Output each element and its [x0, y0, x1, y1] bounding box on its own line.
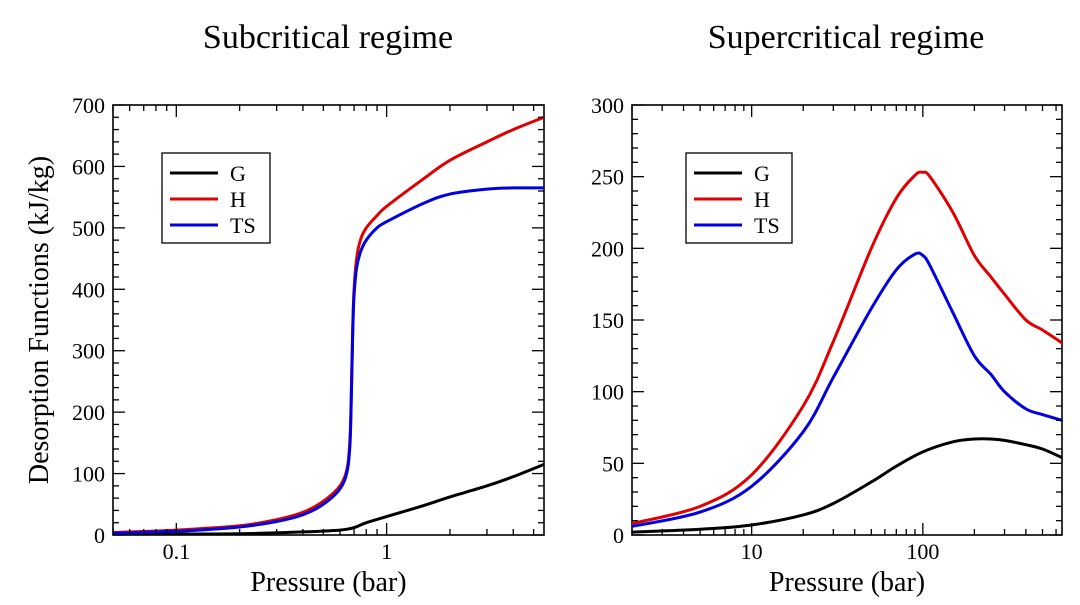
legend-label-h: H — [754, 187, 770, 212]
y-tick-label: 250 — [591, 165, 624, 190]
series-line-ts — [632, 251, 1062, 528]
x-axis-ticks: 10 100 — [631, 105, 1057, 564]
y-tick-label: 300 — [591, 93, 624, 118]
series-line-ts — [113, 186, 544, 535]
y-tick-label: 400 — [72, 277, 105, 302]
legend-label-ts: TS — [754, 213, 780, 238]
x-tick-label: 0.1 — [163, 539, 191, 564]
chart-title: Supercritical regime — [708, 19, 985, 56]
supercritical-panel: Supercritical regime 10 100 0 50 100 150 200 250… — [591, 19, 1063, 598]
x-tick-label: 1 — [381, 539, 392, 564]
x-axis-label: Pressure (bar) — [250, 567, 406, 598]
y-axis-ticks: 0 50 100 150 200 250 300 — [591, 93, 1062, 548]
legend-label-h: H — [230, 187, 246, 212]
x-tick-label: 100 — [906, 539, 939, 564]
plot-frame — [112, 104, 545, 536]
y-tick-label: 150 — [591, 308, 624, 333]
legend-label-g: G — [230, 161, 246, 186]
legend-label-ts: TS — [230, 213, 256, 238]
x-axis-label: Pressure (bar) — [769, 567, 925, 598]
chart-title: Subcritical regime — [203, 19, 453, 56]
y-axis-label: Desorption Functions (kJ/kg) — [24, 156, 55, 484]
y-tick-label: 600 — [72, 154, 105, 179]
y-tick-label: 200 — [72, 400, 105, 425]
y-axis-ticks: 0 100 200 300 400 500 600 700 — [72, 93, 544, 548]
y-tick-label: 0 — [613, 523, 624, 548]
y-tick-label: 50 — [602, 451, 624, 476]
y-tick-label: 100 — [591, 380, 624, 405]
legend-label-g: G — [754, 161, 770, 186]
y-tick-label: 500 — [72, 216, 105, 241]
x-axis-ticks: 0.1 1 — [112, 105, 535, 564]
y-tick-label: 200 — [591, 236, 624, 261]
series-line-h — [632, 170, 1062, 526]
series-line-g — [632, 437, 1062, 534]
y-tick-label: 0 — [94, 523, 105, 548]
y-tick-label: 700 — [72, 93, 105, 118]
series-group — [632, 170, 1062, 534]
y-tick-label: 100 — [72, 462, 105, 487]
x-tick-label: 10 — [741, 539, 763, 564]
y-tick-label: 300 — [72, 339, 105, 364]
